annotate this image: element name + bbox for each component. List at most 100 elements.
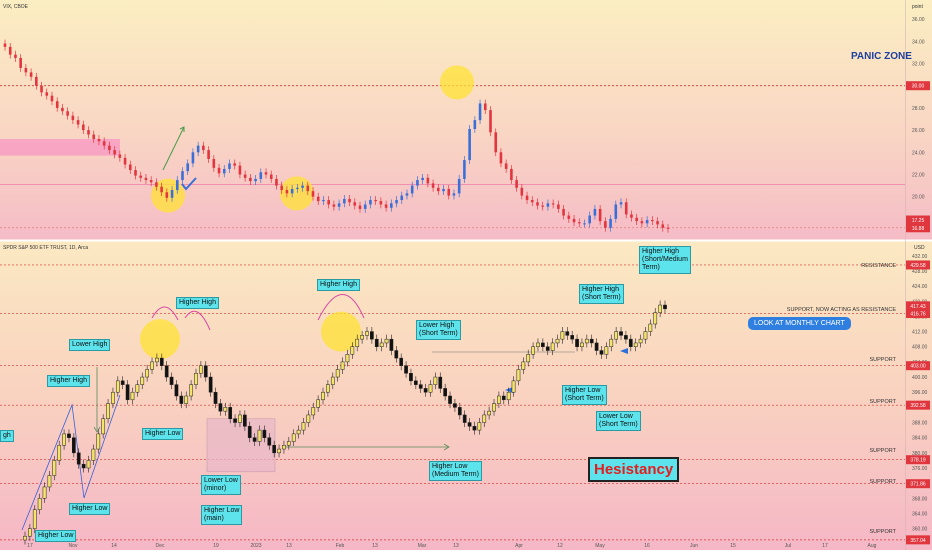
arc-3 bbox=[317, 294, 365, 321]
note-higher-low-main[interactable]: Higher Low (main) bbox=[201, 505, 243, 525]
spy-candle-body bbox=[448, 395, 452, 404]
vix-candle-body bbox=[426, 177, 430, 184]
vix-candle-body bbox=[249, 177, 252, 182]
vix-candle-body bbox=[499, 152, 503, 164]
vix-y-tick: 26.00 bbox=[912, 128, 925, 134]
spy-candle-body bbox=[350, 346, 355, 355]
vix-candle-body bbox=[536, 202, 539, 206]
vix-candle-body bbox=[343, 198, 346, 204]
spy-candle-body bbox=[482, 414, 487, 423]
spy-candle-body bbox=[497, 395, 501, 404]
support-label-4: SUPPORT bbox=[869, 479, 897, 485]
vix-candle-body bbox=[572, 218, 576, 223]
vix-price-tag-bg bbox=[906, 81, 930, 91]
spy-candle-body bbox=[291, 433, 296, 442]
note-higher-high-short-medium[interactable]: Higher High (Short/Medium Term) bbox=[639, 246, 691, 274]
note-higher-low-mid[interactable]: Higher Low bbox=[142, 428, 184, 440]
vix-candle-body bbox=[447, 188, 451, 196]
panic-zone-label: PANIC ZONE bbox=[851, 51, 912, 62]
vix-candle-body bbox=[337, 203, 341, 207]
spy-y-tick: 388.00 bbox=[912, 421, 928, 427]
note-lower-low-short[interactable]: Lower Low (Short Term) bbox=[596, 411, 641, 431]
spy-candle-body bbox=[418, 384, 423, 389]
x-axis-tick: 13 bbox=[286, 543, 292, 549]
spy-candle-body bbox=[272, 445, 277, 454]
vix-y-tick: 34.00 bbox=[912, 39, 925, 45]
spy-candle-body bbox=[453, 403, 457, 408]
vix-candle-body bbox=[243, 174, 247, 178]
vix-candle-body bbox=[301, 185, 304, 188]
spy-candle-body bbox=[57, 445, 62, 461]
vix-candle-body bbox=[656, 221, 659, 225]
spy-candle-body bbox=[194, 373, 198, 385]
spy-candle-body bbox=[257, 429, 262, 442]
vix-candle-body bbox=[66, 111, 69, 116]
vix-candle-body bbox=[651, 220, 654, 222]
vix-candle-body bbox=[473, 120, 477, 129]
x-axis-tick: 15 bbox=[730, 543, 736, 549]
vix-candle-body bbox=[442, 188, 445, 192]
vix-candle-body bbox=[567, 215, 571, 219]
vix-candle-body bbox=[520, 187, 524, 196]
spy-title: SPDR S&P 500 ETF TRUST, 1D, Arca bbox=[3, 245, 89, 251]
x-axis-tick: Nov bbox=[69, 543, 78, 549]
spy-candle-body bbox=[653, 312, 658, 325]
note-edge-fragment[interactable]: gh bbox=[0, 430, 14, 442]
vix-candle-body bbox=[645, 220, 649, 224]
spy-candle-body bbox=[663, 304, 667, 310]
hesistancy-note[interactable]: Hesistancy bbox=[588, 457, 680, 482]
spy-candle-body bbox=[384, 338, 389, 344]
spy-candle-body bbox=[467, 422, 472, 427]
note-lower-low-minor[interactable]: Lower Low (minor) bbox=[201, 475, 241, 495]
x-axis-tick: May bbox=[595, 543, 605, 549]
note-higher-low-2[interactable]: Higher Low bbox=[35, 530, 77, 542]
x-axis-tick: Aug bbox=[868, 543, 877, 549]
spy-candle-body bbox=[218, 403, 223, 412]
spy-price-tag-bg bbox=[906, 301, 930, 311]
vix-candle-body bbox=[489, 110, 492, 133]
vix-candle-body bbox=[254, 178, 257, 182]
spy-candle-body bbox=[413, 380, 418, 385]
note-higher-low-short[interactable]: Higher Low (Short Term) bbox=[562, 385, 607, 405]
spy-candle-body bbox=[423, 388, 428, 393]
vix-candle-body bbox=[557, 204, 560, 209]
spy-candle-body bbox=[184, 395, 189, 404]
spy-candle-body bbox=[199, 365, 203, 374]
vix-pane-bg bbox=[0, 0, 932, 240]
note-higher-low-1[interactable]: Higher Low bbox=[69, 503, 111, 515]
note-higher-high-top[interactable]: Higher High bbox=[317, 279, 360, 291]
vix-price-tag: 30.00 bbox=[912, 84, 925, 90]
vix-candle-body bbox=[431, 183, 435, 188]
vix-candle-body bbox=[390, 203, 393, 208]
blue-arrow-1 bbox=[505, 387, 513, 393]
spy-y-tick: 360.00 bbox=[912, 527, 928, 533]
vix-candle-body bbox=[630, 214, 633, 218]
spy-candle-body bbox=[443, 388, 448, 397]
note-lower-high[interactable]: Lower High bbox=[69, 339, 111, 351]
spy-candle-body bbox=[570, 335, 575, 340]
vix-candle-body bbox=[285, 190, 289, 194]
vix-candle-body bbox=[202, 145, 205, 151]
vix-candle-body bbox=[222, 168, 226, 174]
vix-candle-body bbox=[191, 152, 195, 164]
vix-candle-body bbox=[384, 204, 388, 208]
spy-candle-body bbox=[648, 323, 653, 332]
spy-candle-body bbox=[433, 376, 438, 385]
spy-candle-body bbox=[584, 338, 589, 344]
vix-candle-body bbox=[348, 198, 351, 203]
vix-title: VIX, CBOE bbox=[3, 4, 29, 10]
spy-highlight-circle-2 bbox=[321, 311, 361, 352]
spy-candle-body bbox=[321, 391, 325, 401]
note-higher-high-left[interactable]: Higher High bbox=[47, 375, 90, 387]
spy-candle-body bbox=[155, 357, 159, 363]
spy-candle-body bbox=[389, 338, 394, 351]
note-higher-low-medium[interactable]: Higher Low (Medium Term) bbox=[429, 461, 482, 481]
spy-candle-body bbox=[189, 384, 193, 397]
look-at-monthly-chart-note[interactable]: LOOK AT MONTHLY CHART bbox=[748, 317, 851, 330]
spy-price-tag-bg bbox=[906, 260, 930, 270]
vix-candle-body bbox=[14, 54, 17, 58]
note-higher-high-short[interactable]: Higher High (Short Term) bbox=[579, 284, 624, 304]
note-lower-high-short[interactable]: Lower High (Short Term) bbox=[416, 320, 461, 340]
note-higher-high-mid[interactable]: Higher High bbox=[176, 297, 219, 309]
